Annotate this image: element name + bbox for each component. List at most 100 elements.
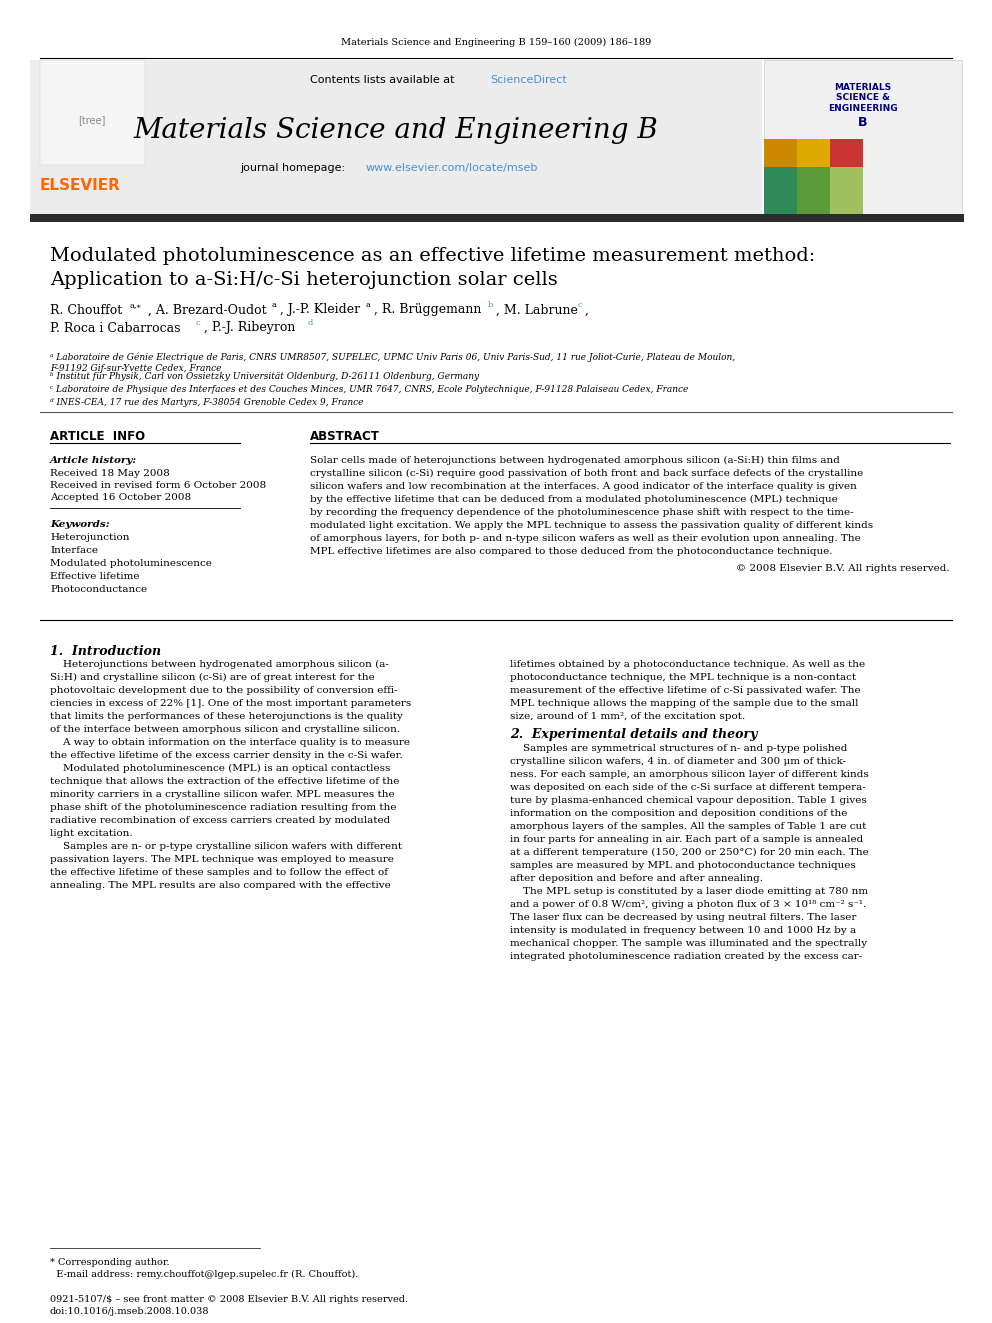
Text: journal homepage:: journal homepage: [240, 163, 348, 173]
Text: samples are measured by MPL and photoconductance techniques: samples are measured by MPL and photocon… [510, 861, 856, 871]
Text: b: b [488, 302, 493, 310]
Text: ELSEVIER: ELSEVIER [40, 177, 120, 193]
Text: Samples are n- or p-type crystalline silicon wafers with different: Samples are n- or p-type crystalline sil… [50, 841, 402, 851]
Text: ᶜ Laboratoire de Physique des Interfaces et des Couches Minces, UMR 7647, CNRS, : ᶜ Laboratoire de Physique des Interfaces… [50, 385, 688, 394]
Text: B: B [858, 115, 868, 128]
Text: crystalline silicon wafers, 4 in. of diameter and 300 μm of thick-: crystalline silicon wafers, 4 in. of dia… [510, 757, 846, 766]
Text: Materials Science and Engineering B: Materials Science and Engineering B [134, 116, 659, 143]
Text: modulated light excitation. We apply the MPL technique to assess the passivation: modulated light excitation. We apply the… [310, 521, 873, 531]
Bar [764, 60, 962, 216]
Bar [40, 60, 145, 165]
Bar [30, 214, 964, 222]
Text: lifetimes obtained by a photoconductance technique. As well as the: lifetimes obtained by a photoconductance… [510, 660, 865, 669]
Text: by the effective lifetime that can be deduced from a modulated photoluminescence: by the effective lifetime that can be de… [310, 495, 838, 504]
Text: ABSTRACT: ABSTRACT [310, 430, 380, 443]
Text: Keywords:: Keywords: [50, 520, 110, 529]
Text: the effective lifetime of these samples and to follow the effect of: the effective lifetime of these samples … [50, 868, 388, 877]
Text: * Corresponding author.
  E-mail address: remy.chouffot@lgep.supelec.fr (R. Chou: * Corresponding author. E-mail address: … [50, 1258, 358, 1279]
Text: amorphous layers of the samples. All the samples of Table 1 are cut: amorphous layers of the samples. All the… [510, 822, 866, 831]
Text: of amorphous layers, for both p- and n-type silicon wafers as well as their evol: of amorphous layers, for both p- and n-t… [310, 534, 861, 542]
Text: Contents lists available at: Contents lists available at [310, 75, 458, 85]
Text: Modulated photoluminescence (MPL) is an optical contactless: Modulated photoluminescence (MPL) is an … [50, 763, 391, 773]
Text: phase shift of the photoluminescence radiation resulting from the: phase shift of the photoluminescence rad… [50, 803, 397, 812]
Text: , P.-J. Ribeyron: , P.-J. Ribeyron [204, 321, 296, 335]
Text: , A. Brezard-Oudot: , A. Brezard-Oudot [148, 303, 267, 316]
Text: Received in revised form 6 October 2008: Received in revised form 6 October 2008 [50, 482, 266, 490]
Text: 2.  Experimental details and theory: 2. Experimental details and theory [510, 728, 757, 741]
Text: ᵇ Institut für Physik, Carl von Ossietzky Universität Oldenburg, D-26111 Oldenbu: ᵇ Institut für Physik, Carl von Ossietzk… [50, 372, 479, 381]
Text: 0921-5107/$ – see front matter © 2008 Elsevier B.V. All rights reserved.
doi:10.: 0921-5107/$ – see front matter © 2008 El… [50, 1295, 408, 1316]
Text: Photoconductance: Photoconductance [50, 585, 147, 594]
Text: size, around of 1 mm², of the excitation spot.: size, around of 1 mm², of the excitation… [510, 712, 745, 721]
Text: silicon wafers and low recombination at the interfaces. A good indicator of the : silicon wafers and low recombination at … [310, 482, 857, 491]
Text: The laser flux can be decreased by using neutral filters. The laser: The laser flux can be decreased by using… [510, 913, 856, 922]
Text: R. Chouffot: R. Chouffot [50, 303, 122, 316]
Text: at a different temperature (150, 200 or 250°C) for 20 min each. The: at a different temperature (150, 200 or … [510, 848, 869, 857]
Text: ᵃ Laboratoire de Génie Electrique de Paris, CNRS UMR8507, SUPELEC, UPMC Univ Par: ᵃ Laboratoire de Génie Electrique de Par… [50, 352, 735, 373]
Text: 1.  Introduction: 1. Introduction [50, 646, 161, 658]
Text: ciencies in excess of 22% [1]. One of the most important parameters: ciencies in excess of 22% [1]. One of th… [50, 699, 412, 708]
Text: minority carriers in a crystalline silicon wafer. MPL measures the: minority carriers in a crystalline silic… [50, 790, 395, 799]
Text: ture by plasma-enhanced chemical vapour deposition. Table 1 gives: ture by plasma-enhanced chemical vapour … [510, 796, 867, 804]
Text: Article history:: Article history: [50, 456, 137, 464]
Text: ARTICLE  INFO: ARTICLE INFO [50, 430, 145, 443]
Bar [764, 167, 797, 216]
Bar [797, 167, 830, 216]
Text: Received 18 May 2008: Received 18 May 2008 [50, 468, 170, 478]
Text: a: a [366, 302, 371, 310]
Text: Interface: Interface [50, 546, 98, 556]
Text: Application to a-Si:H/c-Si heterojunction solar cells: Application to a-Si:H/c-Si heterojunctio… [50, 271, 558, 288]
Text: , J.-P. Kleider: , J.-P. Kleider [280, 303, 360, 316]
Text: Effective lifetime: Effective lifetime [50, 572, 140, 581]
Text: ᵈ INES-CEA, 17 rue des Martyrs, F-38054 Grenoble Cedex 9, France: ᵈ INES-CEA, 17 rue des Martyrs, F-38054 … [50, 398, 363, 407]
Text: Samples are symmetrical structures of n- and p-type polished: Samples are symmetrical structures of n-… [510, 744, 847, 753]
Text: information on the composition and deposition conditions of the: information on the composition and depos… [510, 808, 847, 818]
Text: d: d [308, 319, 313, 327]
Text: Solar cells made of heterojunctions between hydrogenated amorphous silicon (a-Si: Solar cells made of heterojunctions betw… [310, 456, 840, 466]
Text: , M. Labrune: , M. Labrune [496, 303, 578, 316]
Text: www.elsevier.com/locate/mseb: www.elsevier.com/locate/mseb [366, 163, 539, 173]
Text: , R. Brüggemann: , R. Brüggemann [374, 303, 481, 316]
Text: P. Roca i Cabarrocas: P. Roca i Cabarrocas [50, 321, 181, 335]
Text: Si:H) and crystalline silicon (c-Si) are of great interest for the: Si:H) and crystalline silicon (c-Si) are… [50, 673, 375, 683]
Text: integrated photoluminescence radiation created by the excess car-: integrated photoluminescence radiation c… [510, 953, 862, 960]
Text: a: a [272, 302, 277, 310]
Text: c: c [578, 302, 582, 310]
Text: crystalline silicon (c-Si) require good passivation of both front and back surfa: crystalline silicon (c-Si) require good … [310, 468, 863, 478]
Text: photoconductance technique, the MPL technique is a non-contact: photoconductance technique, the MPL tech… [510, 673, 856, 681]
Text: light excitation.: light excitation. [50, 830, 133, 837]
Text: and a power of 0.8 W/cm², giving a photon flux of 3 × 10¹⁸ cm⁻² s⁻¹.: and a power of 0.8 W/cm², giving a photo… [510, 900, 866, 909]
Text: mechanical chopper. The sample was illuminated and the spectrally: mechanical chopper. The sample was illum… [510, 939, 867, 949]
Text: radiative recombination of excess carriers created by modulated: radiative recombination of excess carrie… [50, 816, 390, 826]
Text: A way to obtain information on the interface quality is to measure: A way to obtain information on the inter… [50, 738, 410, 747]
Text: technique that allows the extraction of the effective lifetime of the: technique that allows the extraction of … [50, 777, 400, 786]
Text: Materials Science and Engineering B 159–160 (2009) 186–189: Materials Science and Engineering B 159–… [341, 37, 651, 46]
Text: c: c [196, 319, 200, 327]
Text: Modulated photoluminescence as an effective lifetime measurement method:: Modulated photoluminescence as an effect… [50, 247, 815, 265]
Text: MPL effective lifetimes are also compared to those deduced from the photoconduct: MPL effective lifetimes are also compare… [310, 546, 832, 556]
Text: annealing. The MPL results are also compared with the effective: annealing. The MPL results are also comp… [50, 881, 391, 890]
Text: in four parts for annealing in air. Each part of a sample is annealed: in four parts for annealing in air. Each… [510, 835, 863, 844]
Text: Heterojunction: Heterojunction [50, 533, 130, 542]
Text: was deposited on each side of the c-Si surface at different tempera-: was deposited on each side of the c-Si s… [510, 783, 866, 792]
Bar [797, 139, 830, 167]
Text: that limits the performances of these heterojunctions is the quality: that limits the performances of these he… [50, 712, 403, 721]
Bar [30, 60, 762, 216]
Text: measurement of the effective lifetime of c-Si passivated wafer. The: measurement of the effective lifetime of… [510, 687, 861, 695]
Text: MPL technique allows the mapping of the sample due to the small: MPL technique allows the mapping of the … [510, 699, 858, 708]
Text: after deposition and before and after annealing.: after deposition and before and after an… [510, 875, 763, 882]
Text: ness. For each sample, an amorphous silicon layer of different kinds: ness. For each sample, an amorphous sili… [510, 770, 869, 779]
Text: Modulated photoluminescence: Modulated photoluminescence [50, 560, 212, 568]
Text: passivation layers. The MPL technique was employed to measure: passivation layers. The MPL technique wa… [50, 855, 394, 864]
Text: Accepted 16 October 2008: Accepted 16 October 2008 [50, 493, 191, 501]
Text: intensity is modulated in frequency between 10 and 1000 Hz by a: intensity is modulated in frequency betw… [510, 926, 856, 935]
Text: of the interface between amorphous silicon and crystalline silicon.: of the interface between amorphous silic… [50, 725, 400, 734]
Text: The MPL setup is constituted by a laser diode emitting at 780 nm: The MPL setup is constituted by a laser … [510, 886, 868, 896]
Bar [764, 139, 797, 167]
Bar [830, 167, 863, 216]
Text: ,: , [585, 303, 589, 316]
Text: [tree]: [tree] [78, 115, 106, 124]
Text: photovoltaic development due to the possibility of conversion effi-: photovoltaic development due to the poss… [50, 687, 398, 695]
Text: Heterojunctions between hydrogenated amorphous silicon (a-: Heterojunctions between hydrogenated amo… [50, 660, 389, 669]
Text: MATERIALS
SCIENCE &
ENGINEERING: MATERIALS SCIENCE & ENGINEERING [828, 83, 898, 112]
